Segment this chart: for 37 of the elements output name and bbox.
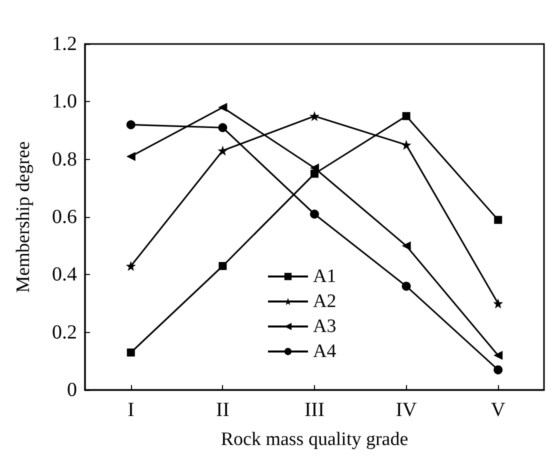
x-tick-label: III — [304, 399, 324, 421]
x-tick-label: I — [128, 399, 134, 421]
y-axis-title: Membership degree — [13, 141, 34, 293]
point — [310, 111, 320, 122]
x-tick-label: II — [216, 399, 230, 421]
point — [126, 152, 136, 161]
x-tick-label: V — [490, 399, 506, 421]
y-tick-label: 0 — [67, 379, 77, 401]
point — [218, 146, 228, 156]
x-axis-title: Rock mass quality grade — [220, 429, 408, 450]
point — [402, 282, 411, 291]
point — [493, 298, 504, 308]
legend-label: A2 — [313, 291, 336, 312]
point — [402, 241, 411, 250]
x-tick-label: IV — [396, 399, 418, 421]
point — [402, 112, 410, 120]
point — [494, 350, 503, 360]
point — [218, 123, 228, 132]
legend-label: A3 — [313, 316, 336, 337]
y-tick-label: 0.2 — [52, 321, 77, 344]
point — [494, 216, 502, 224]
point — [310, 170, 318, 178]
point — [218, 102, 228, 112]
point — [126, 348, 135, 357]
point — [126, 120, 136, 130]
point — [401, 140, 412, 150]
point — [126, 261, 136, 272]
legend-label: A4 — [313, 341, 337, 362]
y-tick-label: 0.6 — [52, 206, 77, 228]
point — [218, 262, 227, 270]
point — [494, 365, 503, 374]
y-tick-label: 1.2 — [52, 33, 77, 55]
y-tick-label: 1.0 — [52, 90, 77, 113]
point — [310, 210, 319, 219]
legend-label: A1 — [313, 266, 336, 287]
y-tick-label: 0.8 — [52, 148, 77, 170]
y-tick-label: 0.4 — [52, 264, 77, 286]
